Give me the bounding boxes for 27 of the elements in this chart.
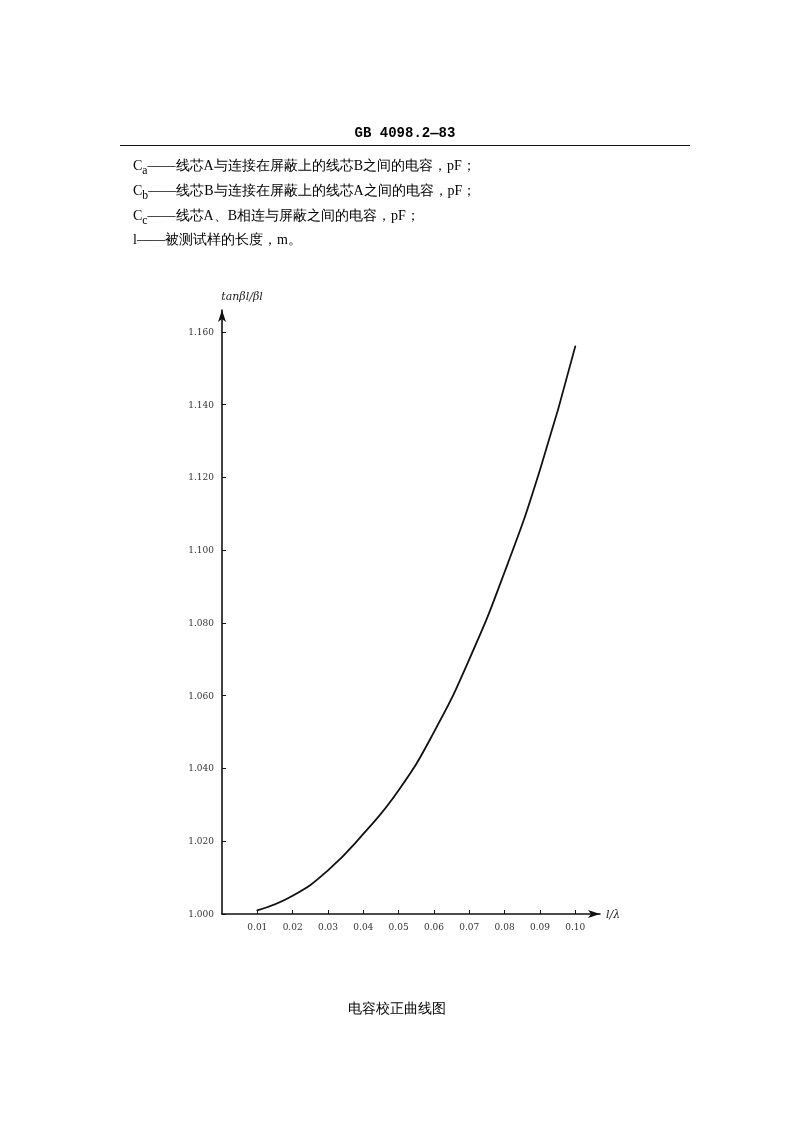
text: C$_{b}$——线芯B与连接在屏蔽上的线芯A之间的电容，pF； — [133, 181, 477, 204]
x-tick-label: 0.07 — [459, 921, 480, 932]
y-tick-label: 1.080 — [188, 617, 215, 628]
text: C$_{c}$——线芯A、B相连与屏蔽之间的电容，pF； — [133, 206, 421, 229]
y-tick-label: 1.060 — [188, 690, 215, 701]
y-tick-label: 1.120 — [188, 472, 215, 483]
y-tick-label: 1.140 — [188, 399, 215, 410]
text: l——被测试样的长度，m。 — [133, 231, 303, 250]
x-tick-label: 0.10 — [565, 921, 586, 932]
text: C$_{a}$——线芯A与连接在屏蔽上的线芯B之间的电容，pF； — [133, 157, 477, 179]
x-axis-title: l/λ — [606, 907, 621, 921]
text: 电容校正曲线图 — [347, 1000, 447, 1018]
x-tick-label: 0.03 — [317, 921, 339, 932]
x-tick-label: 0.08 — [494, 921, 515, 932]
x-tick-label: 0.02 — [282, 921, 303, 932]
y-tick-label: 1.000 — [188, 909, 215, 919]
text: GB 4098.2—83 — [120, 125, 690, 146]
y-tick-label: 1.020 — [188, 836, 215, 847]
x-tick-label: 0.05 — [388, 921, 409, 932]
x-tick-label: 0.01 — [247, 921, 268, 932]
x-tick-label: 0.04 — [353, 921, 374, 932]
y-tick-label: 1.040 — [188, 763, 215, 774]
y-axis-title: tanβl/βl — [221, 290, 264, 303]
x-tick-label: 0.06 — [423, 921, 445, 932]
x-tick-label: 0.09 — [529, 921, 551, 932]
y-tick-label: 1.100 — [188, 545, 215, 556]
y-tick-label: 1.160 — [188, 326, 215, 337]
